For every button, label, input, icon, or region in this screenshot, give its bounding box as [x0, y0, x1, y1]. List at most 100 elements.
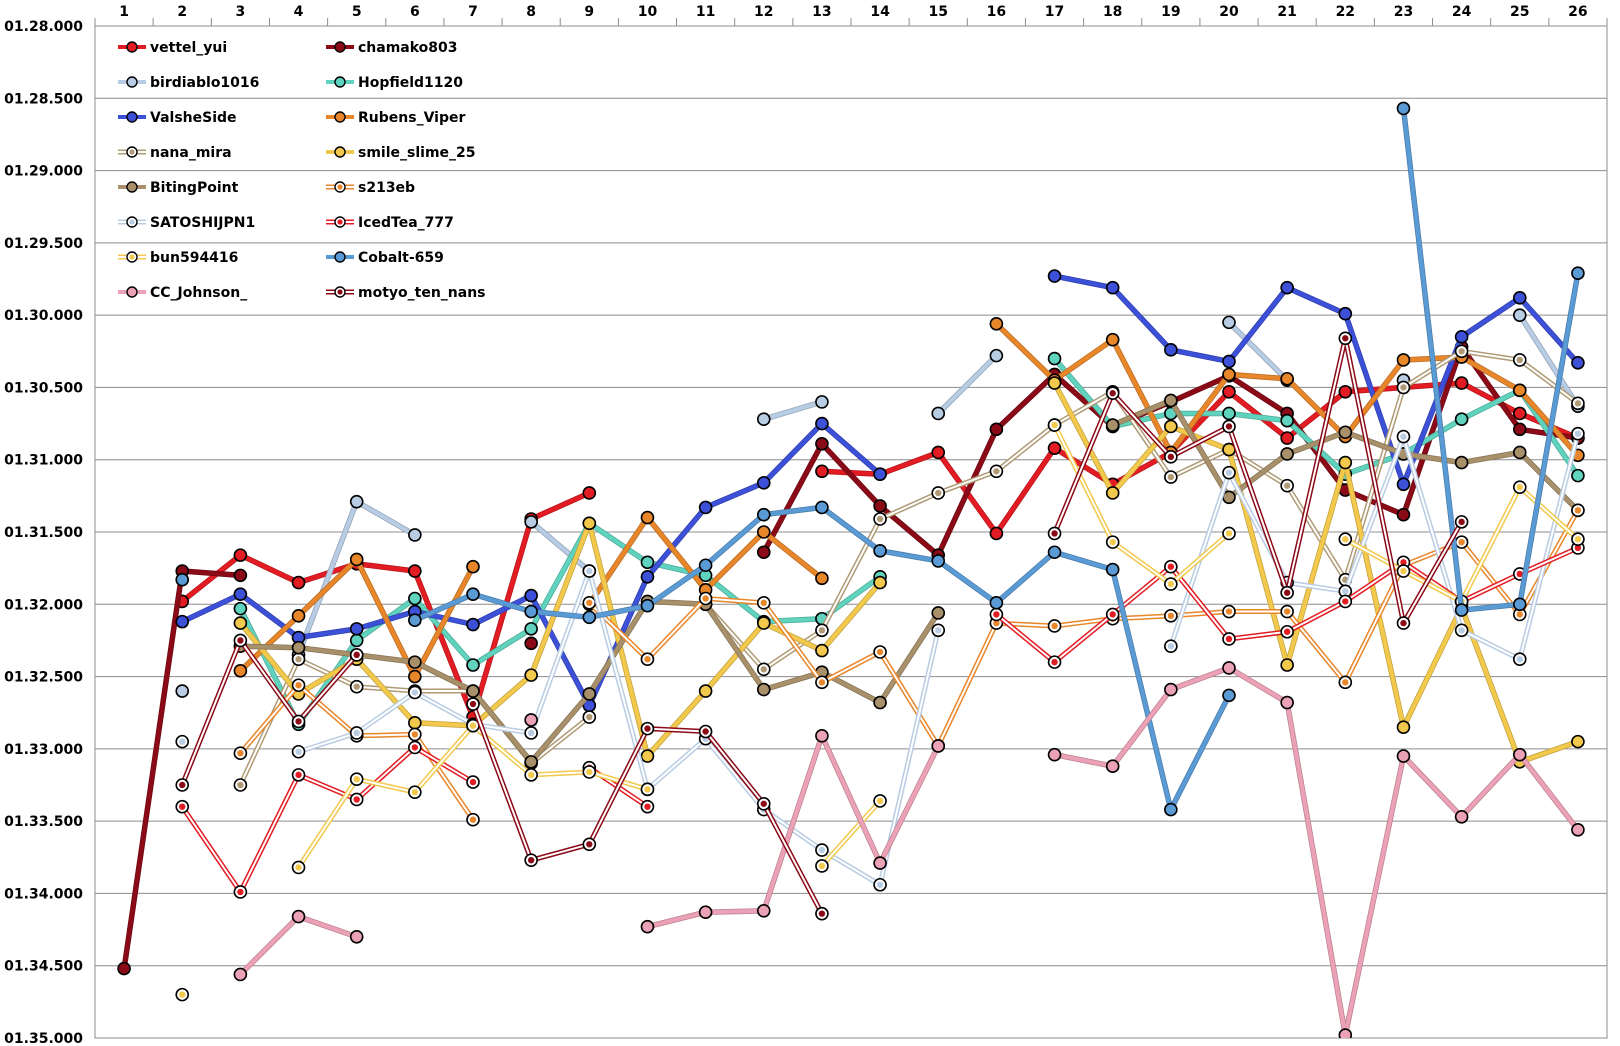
series-line-inner	[181, 546, 1579, 893]
series-IcedTea_777	[175, 541, 1585, 899]
data-point	[524, 713, 538, 727]
y-tick-label: 01.28.000	[4, 19, 83, 35]
data-point-core	[469, 778, 477, 786]
legend-marker	[126, 286, 138, 298]
data-point	[524, 755, 538, 769]
legend-label: nana_mira	[150, 145, 232, 161]
data-point	[756, 525, 771, 539]
data-point-core	[1342, 679, 1349, 686]
data-point	[291, 909, 306, 924]
data-point-core	[237, 637, 244, 644]
data-point	[233, 601, 248, 616]
data-point	[408, 591, 422, 606]
legend-marker-core	[129, 254, 135, 260]
x-tick-label: 2	[177, 4, 187, 20]
data-point	[640, 555, 655, 570]
legend-item-chamako803: chamako803	[326, 40, 458, 56]
data-point-core	[295, 718, 302, 725]
data-point	[756, 903, 771, 918]
data-point-core	[1516, 611, 1523, 618]
data-point	[640, 510, 655, 525]
data-point	[989, 526, 1004, 541]
data-point-core	[527, 856, 535, 864]
x-tick-label: 14	[870, 4, 890, 20]
data-point	[1047, 376, 1062, 390]
data-point	[408, 655, 422, 669]
data-point	[989, 348, 1004, 363]
data-point	[815, 464, 829, 479]
data-point-core	[295, 864, 302, 871]
data-point-core	[1574, 430, 1582, 437]
data-point-core	[1167, 563, 1175, 570]
data-point	[640, 598, 655, 613]
legend-marker-core	[129, 149, 135, 155]
data-point	[1396, 101, 1411, 116]
data-point	[756, 545, 771, 560]
legend-label: ValsheSide	[150, 110, 237, 126]
y-tick-label: 01.31.000	[4, 453, 83, 469]
legend-marker	[334, 111, 346, 123]
x-tick-label: 3	[236, 4, 246, 20]
data-point-core	[237, 749, 244, 757]
legend-marker	[334, 41, 346, 53]
data-point-core	[1283, 628, 1291, 635]
data-point-core	[876, 648, 884, 656]
data-point-core	[179, 803, 186, 810]
data-point	[989, 317, 1004, 331]
data-point	[1047, 441, 1062, 455]
data-point-core	[1225, 469, 1233, 476]
data-point-core	[586, 841, 593, 848]
data-point	[1105, 759, 1120, 774]
data-point	[931, 739, 946, 753]
data-point	[1396, 353, 1411, 367]
data-point	[698, 684, 713, 698]
series-Cobalt-659	[175, 101, 1585, 817]
data-point	[1512, 445, 1527, 460]
data-point-core	[353, 683, 360, 690]
legend-label: BitingPoint	[150, 180, 239, 196]
data-point	[524, 515, 538, 529]
y-tick-label: 01.29.500	[4, 236, 83, 252]
x-tick-label: 26	[1568, 4, 1587, 20]
x-tick-label: 8	[526, 4, 536, 20]
data-point	[1222, 384, 1236, 399]
data-point-core	[1167, 643, 1175, 650]
data-point	[233, 548, 248, 562]
data-point-core	[1574, 400, 1582, 407]
data-point	[1512, 308, 1527, 322]
data-point	[175, 614, 190, 629]
data-point-core	[1400, 567, 1407, 575]
legend-item-birdiablo1016: birdiablo1016	[118, 75, 259, 91]
data-point-core	[237, 781, 244, 789]
data-point-core	[1167, 612, 1175, 620]
data-point	[873, 856, 887, 870]
data-point	[582, 516, 597, 531]
legend-item-Cobalt-659: Cobalt-659	[326, 250, 444, 266]
legend-marker-core	[337, 289, 343, 295]
data-point	[1396, 477, 1411, 492]
data-point	[233, 967, 248, 982]
data-point	[1105, 418, 1120, 432]
data-point	[1571, 356, 1585, 370]
data-point	[756, 682, 771, 697]
series-lines	[117, 101, 1585, 1038]
legend-item-Rubens_Viper: Rubens_Viper	[326, 110, 465, 126]
data-point-core	[1283, 589, 1291, 596]
legend-item-IcedTea_777: IcedTea_777	[326, 215, 454, 231]
series-smile_slime_25	[233, 376, 1585, 769]
legend-label: motyo_ten_nans	[358, 285, 486, 301]
data-point	[175, 684, 190, 698]
series-motyo_ten_nans	[175, 331, 1469, 921]
legend-label: CC_Johnson_	[150, 285, 247, 301]
data-point	[815, 729, 829, 743]
data-point	[408, 613, 422, 627]
data-point	[1222, 661, 1236, 675]
legend-marker	[334, 146, 346, 158]
data-point-core	[760, 666, 767, 673]
data-point	[640, 919, 655, 934]
data-point-core	[586, 599, 593, 607]
data-point-core	[644, 803, 651, 810]
data-point-core	[1051, 530, 1058, 537]
y-tick-label: 01.30.500	[4, 380, 83, 396]
